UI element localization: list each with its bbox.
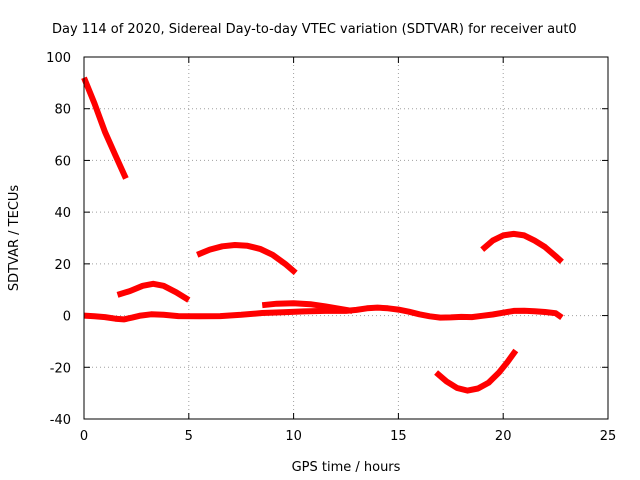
plot-frame [83, 56, 609, 420]
series-line-arc7 [83, 304, 564, 323]
x-axis-label: GPS time / hours [292, 460, 401, 475]
x-tick-label: 20 [495, 429, 512, 444]
y-tick-label: 80 [54, 103, 71, 118]
x-tick-label: 5 [185, 429, 193, 444]
series-line-arc5 [434, 348, 519, 394]
x-tick-label: 25 [600, 429, 617, 444]
y-tick-label: 40 [54, 206, 71, 221]
series-line-arc2 [116, 280, 191, 303]
x-tick-label: 10 [285, 429, 302, 444]
y-tick-label: 60 [54, 154, 71, 169]
x-tick-label: 15 [390, 429, 407, 444]
y-tick-label: -20 [50, 361, 71, 376]
x-tick-label: 0 [80, 429, 88, 444]
series-line-arc6 [480, 230, 564, 265]
series-line-arc1 [81, 76, 129, 180]
tick-layer: 0 5 10 15 20 25 -40 -20 0 20 40 60 80 100 [46, 51, 616, 444]
y-tick-label: -40 [50, 413, 71, 428]
y-tick-label: 100 [46, 51, 71, 66]
y-tick-label: 0 [63, 310, 71, 325]
y-tick-label: 20 [54, 258, 71, 273]
series-layer [81, 76, 564, 394]
chart-title: Day 114 of 2020, Sidereal Day-to-day VTE… [52, 22, 577, 37]
y-axis-label: SDTVAR / TECUs [7, 185, 22, 292]
series-line-arc3 [196, 242, 298, 276]
